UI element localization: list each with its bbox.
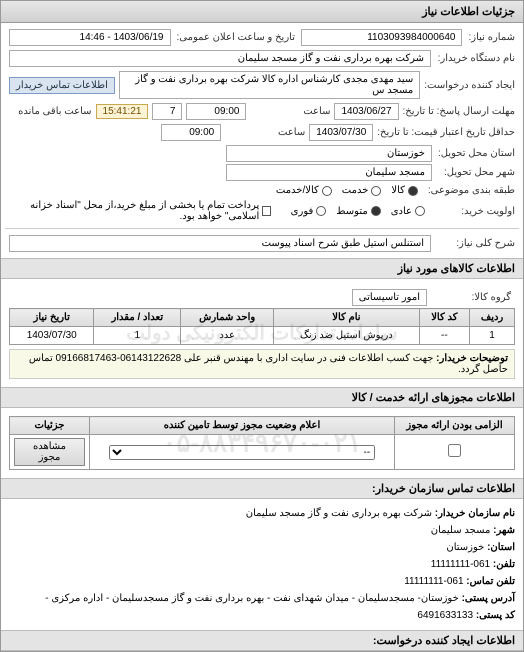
col-unit: واحد شمارش	[181, 309, 274, 327]
perm-status-select[interactable]: --	[109, 445, 375, 460]
perm-section: ۰۵-۸۸۳۴۹۶۷۰-۰۲۱ الزامی بودن ارائه مجوز ا…	[1, 408, 523, 478]
table-header-row: ردیف کد کالا نام کالا واحد شمارش تعداد /…	[10, 309, 515, 327]
goods-section: سامانه تدارکات الکترونیکی دولت گروه کالا…	[1, 279, 523, 387]
cell-unit: عدد	[181, 327, 274, 345]
view-permit-button[interactable]: مشاهده مجوز	[14, 438, 85, 466]
col-row: ردیف	[470, 309, 515, 327]
remaining-time: 15:41:21	[96, 104, 149, 119]
postal-addr-label: آدرس پستی:	[462, 593, 515, 604]
perm-row: -- مشاهده مجوز	[10, 435, 515, 470]
priority-label: اولویت خرید:	[435, 206, 515, 217]
perm-col-status: اعلام وضعیت مجوز توسط تامین کننده	[90, 417, 395, 435]
perm-header: اطلاعات مجوزهای ارائه خدمت / کالا	[1, 387, 523, 408]
perm-cell-required	[395, 435, 515, 470]
explain-box: توضیحات خریدار: جهت کسب اطلاعات فنی در س…	[9, 349, 515, 379]
creator-header: اطلاعات ایجاد کننده درخواست:	[1, 630, 523, 651]
priority-opt-medium[interactable]: متوسط	[336, 206, 380, 217]
org-province-label: استان:	[487, 542, 515, 553]
class-opt-goods[interactable]: کالا	[391, 185, 418, 196]
group-value: امور تاسیساتی	[352, 289, 427, 306]
col-qty: تعداد / مقدار	[94, 309, 181, 327]
city-value: مسجد سلیمان	[226, 164, 431, 181]
table-row[interactable]: 1 -- درپوش استیل ضد زنگ عدد 1 1403/07/30	[10, 327, 515, 345]
announce-label: تاریخ و ساعت اعلان عمومی:	[177, 32, 296, 43]
perm-col-details: جزئیات	[10, 417, 90, 435]
valid-time: 09:00	[161, 124, 221, 141]
desc-value: استنلس استیل طبق شرح اسناد پیوست	[9, 235, 431, 252]
deadline-date: 1403/06/27	[334, 103, 398, 120]
basic-info-section: شماره نیاز: 1103093984000640 تاریخ و ساع…	[1, 23, 523, 258]
explain-label: توضیحات خریدار:	[436, 353, 508, 364]
class-opt-both[interactable]: کالا/خدمت	[276, 185, 332, 196]
cell-qty: 1	[94, 327, 181, 345]
requester-value: سید مهدی مجدی کارشناس اداره کالا شرکت به…	[119, 71, 420, 99]
valid-date: 1403/07/30	[309, 124, 373, 141]
deadline-time-label: ساعت	[250, 106, 330, 117]
need-no-label: شماره نیاز:	[468, 32, 515, 43]
contact-buyer-button[interactable]: اطلاعات تماس خریدار	[9, 77, 115, 94]
radio-icon	[408, 186, 418, 196]
announce-value: 1403/06/19 - 14:46	[9, 29, 171, 46]
postal-addr: خوزستان- مسجدسلیمان - میدان شهدای نفت - …	[45, 593, 459, 604]
deadline-time: 09:00	[186, 103, 246, 120]
perm-cell-details: مشاهده مجوز	[10, 435, 90, 470]
checkbox-icon	[262, 206, 270, 216]
priority-opt-urgent[interactable]: فوری	[291, 206, 327, 217]
tel-label: تلفن:	[493, 559, 515, 570]
fax-value: 061-11111111	[404, 576, 463, 587]
col-date: تاریخ نیاز	[10, 309, 94, 327]
deadline-send-label: مهلت ارسال پاسخ: تا تاریخ:	[403, 106, 515, 117]
col-code: کد کالا	[419, 309, 469, 327]
col-name: نام کالا	[274, 309, 420, 327]
cell-code: --	[419, 327, 469, 345]
need-no-value: 1103093984000640	[301, 29, 462, 46]
tel-value: 061-11111111	[431, 559, 490, 570]
org-name-label: نام سازمان خریدار:	[435, 508, 515, 519]
class-opt-service[interactable]: خدمت	[342, 185, 382, 196]
perm-header-row: الزامی بودن ارائه مجوز اعلام وضعیت مجوز …	[10, 417, 515, 435]
group-label: گروه کالا:	[431, 292, 511, 303]
perm-required-checkbox[interactable]	[448, 444, 461, 457]
valid-time-label: ساعت	[225, 127, 305, 138]
org-city-label: شهر:	[493, 525, 515, 536]
cell-name: درپوش استیل ضد زنگ	[274, 327, 420, 345]
panel-title: جزئیات اطلاعات نیاز	[1, 1, 523, 23]
perm-table: الزامی بودن ارائه مجوز اعلام وضعیت مجوز …	[9, 416, 515, 470]
radio-icon	[316, 206, 326, 216]
requester-label: ایجاد کننده درخواست:	[424, 80, 515, 91]
province-value: خوزستان	[226, 145, 431, 162]
province-label: استان محل تحویل:	[438, 148, 515, 159]
org-province: خوزستان	[446, 542, 484, 553]
postal-code-label: کد پستی:	[476, 610, 515, 621]
contact-info-block: نام سازمان خریدار: شرکت بهره برداری نفت …	[1, 499, 523, 630]
org-city: مسجد سلیمان	[431, 525, 491, 536]
desc-label: شرح کلی نیاز:	[435, 238, 515, 249]
fax-label: تلفن تماس:	[466, 576, 515, 587]
need-details-panel: جزئیات اطلاعات نیاز شماره نیاز: 11030939…	[0, 0, 524, 652]
payment-checkbox[interactable]: پرداخت تمام یا بخشی از مبلغ خرید،از محل …	[9, 200, 271, 222]
payment-note-text: پرداخت تمام یا بخشی از مبلغ خرید،از محل …	[9, 200, 259, 222]
perm-col-required: الزامی بودن ارائه مجوز	[395, 417, 515, 435]
buyer-label: نام دستگاه خریدار:	[435, 53, 515, 64]
postal-code: 6491633133	[417, 610, 473, 621]
min-valid-label: حداقل تاریخ اعتبار قیمت: تا تاریخ:	[377, 127, 515, 138]
buyer-value: شرکت بهره برداری نفت و گاز مسجد سلیمان	[9, 50, 431, 67]
priority-opt-normal[interactable]: عادی	[391, 206, 425, 217]
goods-table: ردیف کد کالا نام کالا واحد شمارش تعداد /…	[9, 308, 515, 345]
remaining-days: 7	[152, 103, 182, 120]
goods-header: اطلاعات کالاهای مورد نیاز	[1, 258, 523, 279]
cell-date: 1403/07/30	[10, 327, 94, 345]
radio-icon	[322, 186, 332, 196]
radio-icon	[415, 206, 425, 216]
remaining-label: ساعت باقی مانده	[12, 106, 92, 117]
radio-icon	[371, 186, 381, 196]
org-name: شرکت بهره برداری نفت و گاز مسجد سلیمان	[246, 508, 432, 519]
perm-cell-status: --	[90, 435, 395, 470]
cell-row: 1	[470, 327, 515, 345]
class-label: طبقه بندی موضوعی:	[428, 185, 515, 196]
contact-header: اطلاعات تماس سازمان خریدار:	[1, 478, 523, 499]
radio-icon	[371, 206, 381, 216]
city-label: شهر محل تحویل:	[438, 167, 515, 178]
